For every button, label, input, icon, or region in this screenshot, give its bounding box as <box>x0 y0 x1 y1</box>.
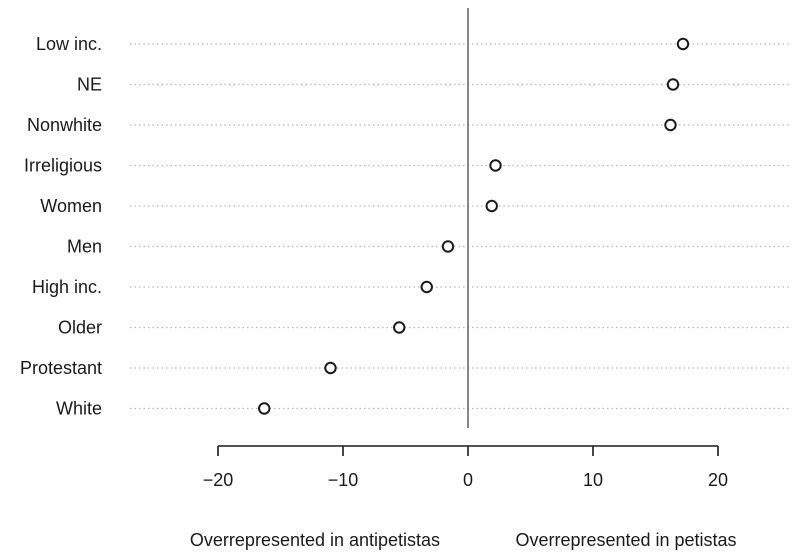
data-point-high-inc <box>420 280 433 294</box>
x-tick-label-0: −20 <box>203 470 234 490</box>
x-tick-label-1: −10 <box>328 470 359 490</box>
x-tick-label-4: 20 <box>708 470 728 490</box>
category-label-women: Women <box>40 196 102 216</box>
data-point-irreligious <box>489 159 502 172</box>
data-point-women <box>485 199 498 213</box>
data-point-white <box>258 402 271 415</box>
x-tick-label-2: 0 <box>463 470 473 490</box>
category-label-protestant: Protestant <box>20 358 102 378</box>
x-caption-left: Overrepresented in antipetistas <box>190 530 440 550</box>
x-tick-label-3: 10 <box>583 470 603 490</box>
data-point-men <box>441 240 455 253</box>
category-guides <box>130 43 790 410</box>
x-caption-right: Overrepresented in petistas <box>515 530 736 550</box>
category-label-men: Men <box>67 237 102 257</box>
data-point-older <box>393 321 406 334</box>
category-label-irreligious: Irreligious <box>24 156 102 176</box>
category-label-low-inc: Low inc. <box>36 34 102 54</box>
category-label-nonwhite: Nonwhite <box>27 115 102 135</box>
category-label-ne: NE <box>77 75 102 95</box>
category-labels: Low inc. NE Nonwhite Irreligious Women Men Hig… <box>20 34 102 419</box>
data-point-protestant <box>324 361 337 375</box>
x-axis: −20 −10 0 10 20 <box>203 445 728 490</box>
category-label-white: White <box>56 399 102 419</box>
data-point-low-inc <box>676 37 690 51</box>
data-points <box>258 37 690 415</box>
category-label-older: Older <box>58 318 102 338</box>
data-point-nonwhite <box>664 118 677 132</box>
category-label-high-inc: High inc. <box>32 277 102 297</box>
data-point-ne <box>666 78 680 91</box>
